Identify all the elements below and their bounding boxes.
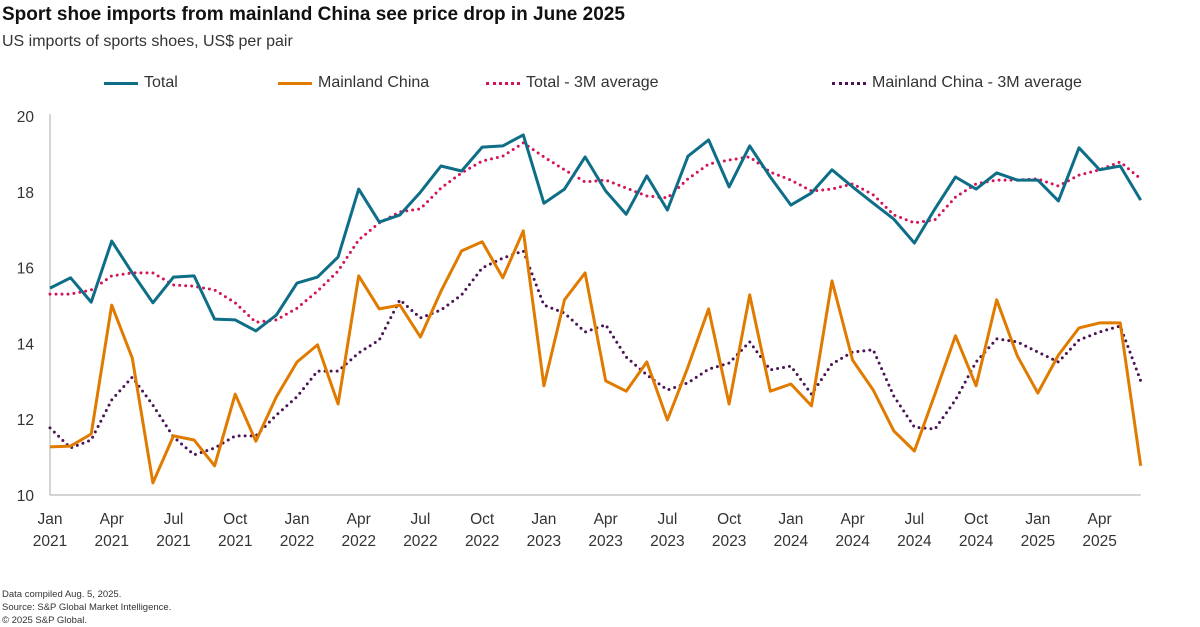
series-line-mainland-china-3m-average bbox=[48, 249, 1143, 457]
legend-label: Total bbox=[144, 74, 178, 91]
x-tick-label: Oct bbox=[717, 511, 742, 528]
x-tick-label: 2022 bbox=[465, 533, 499, 550]
legend-swatch bbox=[278, 81, 312, 85]
legend-label: Mainland China bbox=[318, 74, 430, 91]
x-tick-label: 2024 bbox=[959, 533, 994, 550]
x-tick-label: Jan bbox=[38, 511, 63, 528]
x-tick-label: Apr bbox=[1088, 511, 1112, 528]
x-tick-label: Jan bbox=[284, 511, 309, 528]
legend-item-china-3m: Mainland China - 3M average bbox=[832, 74, 1082, 92]
x-tick-label: 2022 bbox=[341, 533, 375, 550]
x-tick-label: Apr bbox=[594, 511, 618, 528]
x-tick-label: 2023 bbox=[588, 533, 622, 550]
x-tick-label: Jul bbox=[411, 511, 431, 528]
x-tick-label: 2022 bbox=[403, 533, 437, 550]
legend: Total Mainland China Total - 3M average … bbox=[0, 74, 1200, 96]
y-tick-label: 12 bbox=[17, 412, 34, 429]
x-tick-label: 2023 bbox=[712, 533, 746, 550]
x-tick-label: Oct bbox=[223, 511, 248, 528]
legend-swatch bbox=[832, 81, 866, 85]
y-tick-label: 14 bbox=[17, 336, 35, 353]
chart-subtitle: US imports of sports shoes, US$ per pair bbox=[2, 33, 293, 50]
x-tick-label: Jul bbox=[657, 511, 677, 528]
x-tick-label: Oct bbox=[470, 511, 495, 528]
y-tick-label: 18 bbox=[17, 185, 34, 202]
legend-item-china: Mainland China bbox=[278, 74, 429, 92]
series-line-mainland-china bbox=[49, 229, 1143, 485]
legend-swatch bbox=[104, 81, 138, 85]
series-line-total-3m-average bbox=[48, 141, 1143, 324]
x-tick-label: 2023 bbox=[650, 533, 684, 550]
x-tick-label: 2021 bbox=[218, 533, 252, 550]
x-tick-label: Oct bbox=[964, 511, 989, 528]
x-tick-label: Jul bbox=[904, 511, 924, 528]
y-tick-label: 10 bbox=[17, 488, 35, 505]
legend-swatch bbox=[486, 81, 520, 85]
y-tick-label: 20 bbox=[17, 109, 35, 126]
x-tick-label: 2021 bbox=[94, 533, 128, 550]
x-tick-label: Apr bbox=[347, 511, 371, 528]
legend-item-total-3m: Total - 3M average bbox=[486, 74, 659, 92]
x-tick-label: 2021 bbox=[156, 533, 190, 550]
chart-title: Sport shoe imports from mainland China s… bbox=[2, 4, 625, 25]
x-tick-label: Apr bbox=[100, 511, 124, 528]
x-tick-label: Jan bbox=[531, 511, 556, 528]
legend-label: Total - 3M average bbox=[526, 74, 659, 91]
x-tick-label: Jul bbox=[164, 511, 184, 528]
x-tick-label: 2024 bbox=[897, 533, 932, 550]
legend-item-total: Total bbox=[104, 74, 178, 92]
y-tick-label: 16 bbox=[17, 261, 34, 278]
x-tick-label: 2024 bbox=[774, 533, 809, 550]
x-tick-label: 2023 bbox=[527, 533, 561, 550]
series-line-total bbox=[49, 133, 1142, 333]
x-tick-label: 2021 bbox=[33, 533, 67, 550]
footnote-date: Data compiled Aug. 5, 2025. bbox=[2, 589, 122, 600]
x-tick-label: Jan bbox=[778, 511, 803, 528]
x-tick-label: Jan bbox=[1025, 511, 1050, 528]
footnote-copyright: © 2025 S&P Global. bbox=[2, 615, 87, 626]
x-tick-label: 2025 bbox=[1082, 533, 1116, 550]
footnote-source: Source: S&P Global Market Intelligence. bbox=[2, 602, 172, 613]
legend-label: Mainland China - 3M average bbox=[872, 74, 1082, 91]
x-tick-label: 2025 bbox=[1021, 533, 1055, 550]
x-tick-label: 2022 bbox=[280, 533, 314, 550]
x-tick-label: Apr bbox=[841, 511, 865, 528]
x-tick-label: 2024 bbox=[835, 533, 870, 550]
